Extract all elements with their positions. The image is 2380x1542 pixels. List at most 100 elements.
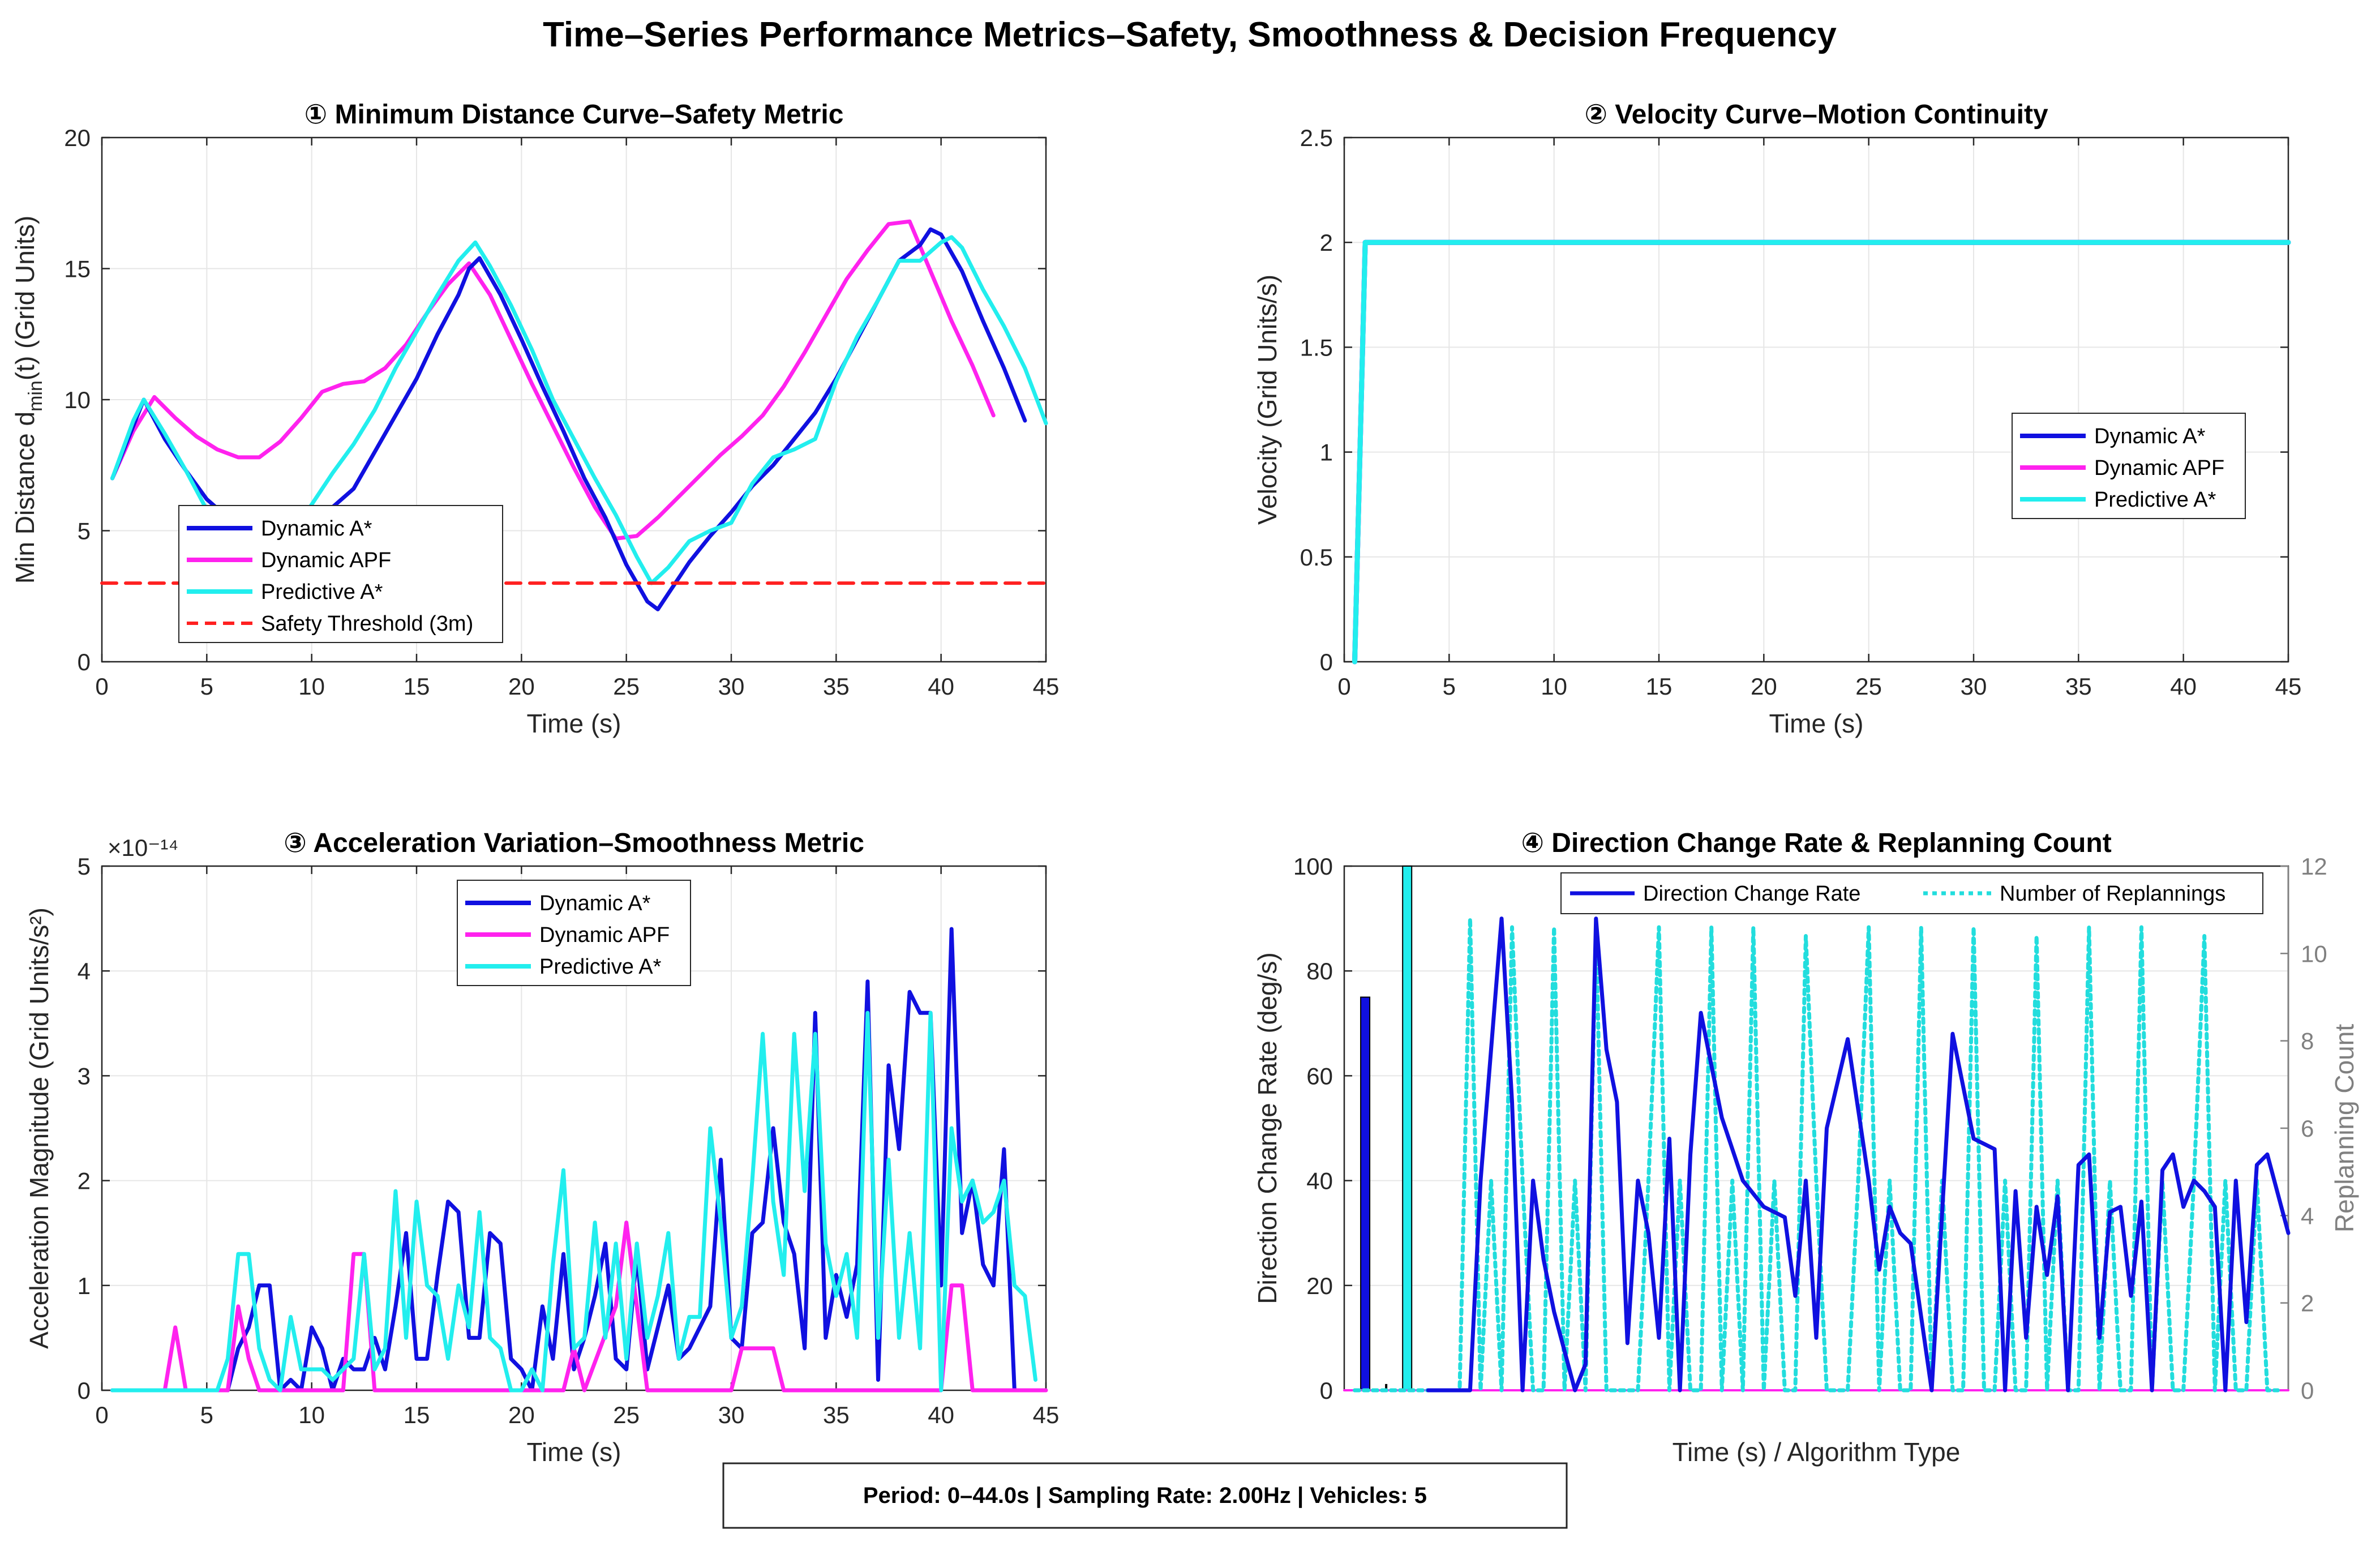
x-tick-label: 0 [95, 1402, 108, 1428]
panel-title: ④ Direction Change Rate & Replanning Cou… [1521, 828, 2111, 858]
x-tick-label: 20 [1751, 673, 1777, 700]
x-tick-label: 30 [718, 673, 745, 700]
legend-label: Dynamic A* [261, 517, 372, 541]
y-axis-label: Velocity (Grid Units/s) [1253, 275, 1282, 525]
right-y-tick-label: 8 [2301, 1028, 2314, 1055]
right-y-tick-label: 4 [2301, 1202, 2314, 1229]
y-tick-label: 0 [78, 649, 91, 675]
panel-title: ② Velocity Curve–Motion Continuity [1584, 100, 2048, 130]
figure-title: Time–Series Performance Metrics–Safety, … [543, 15, 1837, 54]
panel-min-distance: 0 5 10 15 20 25 30 35 40 45 0 5 10 15 20 ① Minimum Dist… [10, 100, 1059, 738]
legend-label: Dynamic A* [539, 892, 651, 915]
x-axis-label: Time (s) [1769, 709, 1864, 738]
x-tick-label: 25 [613, 1402, 640, 1428]
y-tick-label: 1 [1320, 439, 1333, 466]
x-tick-label: 10 [298, 1402, 325, 1428]
x-tick-label: 0 [95, 673, 108, 700]
footer-box: Period: 0–44.0s | Sampling Rate: 2.00Hz … [722, 1462, 1568, 1529]
y-tick-label: 100 [1293, 853, 1333, 880]
legend-label: Predictive A* [539, 955, 662, 979]
x-tick-label: 45 [1033, 1402, 1060, 1428]
replan-bar [1402, 866, 1413, 1391]
right-y-tick-label: 10 [2301, 940, 2327, 967]
x-tick-label: 10 [1541, 673, 1567, 700]
footer-text: Period: 0–44.0s | Sampling Rate: 2.00Hz … [863, 1483, 1427, 1508]
legend-label: Number of Replannings [2000, 882, 2225, 906]
right-y-tick-label: 6 [2301, 1115, 2314, 1142]
right-y-axis-label: Replanning Count [2330, 1024, 2359, 1232]
y-tick-label: 1.5 [1300, 334, 1333, 361]
x-tick-label: 35 [2065, 673, 2092, 700]
x-tick-label: 5 [1443, 673, 1456, 700]
right-y-tick-label: 12 [2301, 853, 2327, 880]
y-tick-label: 20 [1306, 1273, 1333, 1299]
y-tick-label: 2.5 [1300, 125, 1333, 151]
y-tick-label: 0 [1320, 649, 1333, 675]
plot-frame [1343, 136, 2289, 663]
x-tick-label: 10 [298, 673, 325, 700]
y-axis-label-part: Min Distance d [10, 412, 40, 584]
x-tick-label: 15 [404, 1402, 430, 1428]
plot-frame [101, 865, 1047, 1391]
y-axis-label: Direction Change Rate (deg/s) [1253, 952, 1282, 1304]
y-tick-label: 0.5 [1300, 544, 1333, 571]
y-axis-label-part: (t) (Grid Units) [10, 216, 40, 380]
y-tick-label: 5 [78, 853, 91, 880]
legend-box [1560, 872, 2263, 914]
y-axis-label: Acceleration Magnitude (Grid Units/s²) [24, 907, 54, 1349]
panel-title: ③ Acceleration Variation–Smoothness Metr… [284, 828, 864, 858]
x-tick-label: 30 [1961, 673, 1987, 700]
series-line [110, 1010, 1037, 1393]
x-tick-label: 45 [2275, 673, 2302, 700]
y-tick-label: 4 [78, 958, 91, 984]
x-tick-label: 40 [2170, 673, 2197, 700]
panel-velocity: 0 5 10 15 20 25 30 35 40 45 0 0.5 1 1.5 2 2.5 ② Velocity… [1253, 100, 2301, 738]
y-tick-label: 3 [78, 1063, 91, 1089]
x-axis-label: Time (s) [527, 709, 621, 738]
y-tick-label: 80 [1306, 958, 1333, 984]
x-tick-label: 5 [200, 1402, 213, 1428]
x-tick-label: 30 [718, 1402, 745, 1428]
y-tick-label: 40 [1306, 1168, 1333, 1194]
x-tick-label: 40 [928, 1402, 954, 1428]
x-tick-label: 40 [928, 673, 954, 700]
series-line [1426, 916, 2291, 1393]
legend-label: Direction Change Rate [1643, 882, 1860, 906]
x-axis-label: Time (s) [527, 1437, 621, 1467]
x-tick-label: 20 [508, 1402, 535, 1428]
x-tick-label: 25 [613, 673, 640, 700]
y-exponent-label: ×10⁻¹⁴ [108, 834, 178, 861]
right-y-tick-label: 2 [2301, 1290, 2314, 1317]
y-tick-label: 5 [78, 518, 91, 545]
x-tick-label: 0 [1337, 673, 1350, 700]
y-tick-label: 2 [1320, 229, 1333, 256]
series-line [110, 219, 996, 541]
y-tick-label: 0 [78, 1377, 91, 1404]
legend-label: Safety Threshold (3m) [261, 612, 473, 636]
replan-bar [1360, 996, 1371, 1391]
y-tick-label: 15 [64, 256, 91, 282]
y-axis-label: Min Distance dmin(t) (Grid Units) [10, 216, 46, 584]
x-tick-label: 5 [200, 673, 213, 700]
y-axis-label-subscript: min [25, 380, 46, 412]
x-tick-label: 15 [404, 673, 430, 700]
legend-label: Predictive A* [2094, 488, 2216, 512]
y-tick-label: 2 [78, 1168, 91, 1194]
series-line [1353, 916, 2280, 1393]
series-line [1352, 239, 2291, 665]
panel-title: ① Minimum Distance Curve–Safety Metric [305, 100, 844, 130]
x-tick-label: 25 [1855, 673, 1882, 700]
y-tick-label: 0 [1320, 1377, 1333, 1404]
right-y-tick-label: 0 [2301, 1377, 2314, 1404]
legend-label: Dynamic APF [539, 923, 670, 947]
y-tick-label: 10 [64, 387, 91, 413]
x-tick-label: 45 [1033, 673, 1060, 700]
y-tick-label: 60 [1306, 1063, 1333, 1089]
x-axis-label: Time (s) / Algorithm Type [1673, 1437, 1961, 1467]
series-line [110, 1220, 1048, 1393]
x-tick-label: 35 [823, 1402, 850, 1428]
legend-label: Predictive A* [261, 580, 383, 604]
